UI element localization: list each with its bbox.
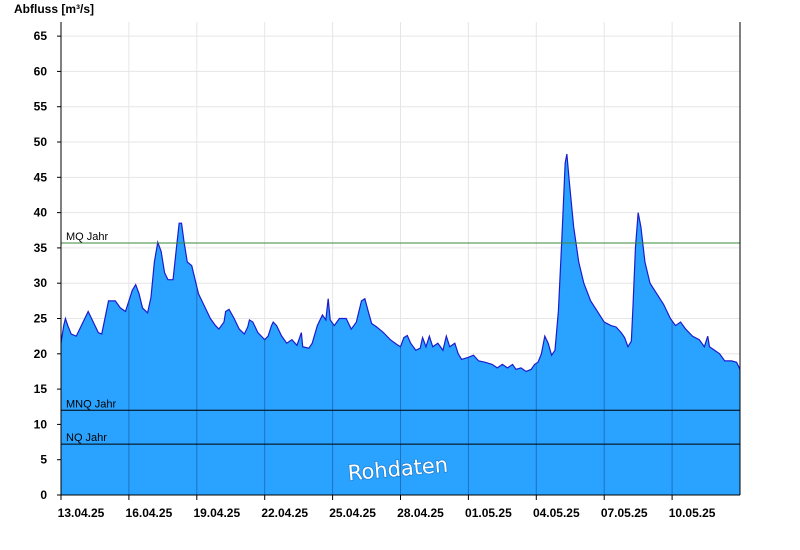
- y-tick-label: 20: [34, 347, 48, 361]
- y-axis-label: Abfluss [m³/s]: [14, 2, 94, 16]
- y-tick-label: 40: [34, 206, 48, 220]
- reference-lines: MQ Jahr MNQ Jahr NQ Jahr: [61, 231, 740, 445]
- vertical-gridlines: [128, 286, 673, 495]
- y-tick-label: 15: [34, 382, 48, 396]
- reference-line-label: NQ Jahr: [66, 432, 107, 444]
- y-tick-label: 60: [34, 64, 48, 78]
- y-tick-label: 35: [34, 241, 48, 255]
- discharge-area: [61, 154, 740, 495]
- x-tick-label: 13.04.25: [58, 506, 105, 520]
- y-tick-label: 25: [34, 312, 48, 326]
- x-tick-label: 07.05.25: [601, 506, 648, 520]
- y-tick-label: 0: [40, 488, 47, 502]
- y-tick-label: 5: [40, 453, 47, 467]
- x-tick-label: 22.04.25: [261, 506, 308, 520]
- x-tick-label: 01.05.25: [465, 506, 512, 520]
- y-tick-label: 50: [34, 135, 48, 149]
- discharge-area-series: [60, 153, 741, 495]
- x-tick-labels: 13.04.25 16.04.25 19.04.25 22.04.25 25.04.25…: [58, 495, 716, 520]
- y-tick-label: 30: [34, 276, 48, 290]
- reference-line-label: MQ Jahr: [66, 231, 109, 243]
- y-tick-label: 65: [34, 29, 48, 43]
- y-tick-labels: 0 5 10 15 20 25 30 35 40 45 50 55 60 65: [34, 29, 61, 502]
- x-tick-label: 10.05.25: [669, 506, 716, 520]
- reference-line-label: MNQ Jahr: [66, 398, 116, 410]
- y-tick-label: 55: [34, 100, 48, 114]
- y-tick-label: 45: [34, 170, 48, 184]
- x-tick-label: 28.04.25: [397, 506, 444, 520]
- x-tick-label: 25.04.25: [329, 506, 376, 520]
- y-tick-label: 10: [34, 417, 48, 431]
- x-tick-label: 16.04.25: [126, 506, 173, 520]
- x-tick-label: 19.04.25: [193, 506, 240, 520]
- x-tick-label: 04.05.25: [533, 506, 580, 520]
- discharge-line: [60, 153, 741, 373]
